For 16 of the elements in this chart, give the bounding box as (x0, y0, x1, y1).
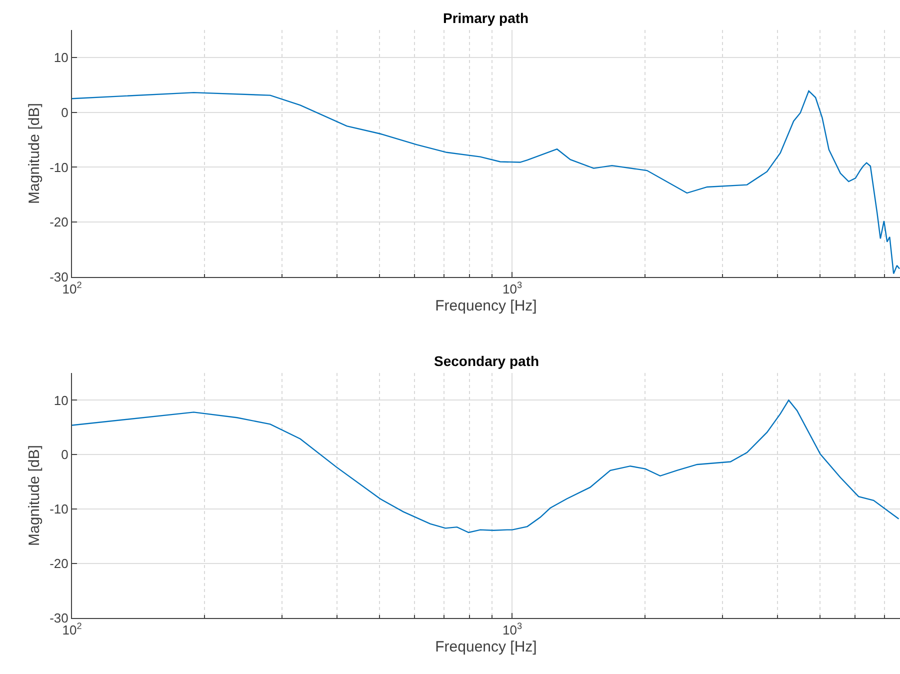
x-tick-label: 10$^{3}$ (502, 280, 522, 297)
y-tick-label: -20 (50, 556, 68, 572)
y-tick-label: 10 (54, 50, 68, 65)
y-tick-label: 0 (61, 447, 68, 462)
chart-title: Secondary path (434, 353, 540, 369)
y-axis-title: Magnitude [dB] (26, 445, 43, 546)
y-tick-label: -10 (50, 502, 68, 517)
y-tick-label: -10 (50, 160, 68, 175)
x-axis-title: Frequency [Hz] (435, 638, 537, 656)
x-tick-label: 10$^{3}$ (502, 621, 522, 638)
x-axis-title: Frequency [Hz] (435, 298, 537, 315)
y-tick-label: 0 (61, 104, 68, 120)
y-axis-title: Magnitude [dB] (26, 103, 43, 204)
y-tick-label: 10 (54, 392, 68, 408)
chart-title: Primary path (443, 10, 529, 26)
y-tick-label: -20 (50, 214, 68, 230)
